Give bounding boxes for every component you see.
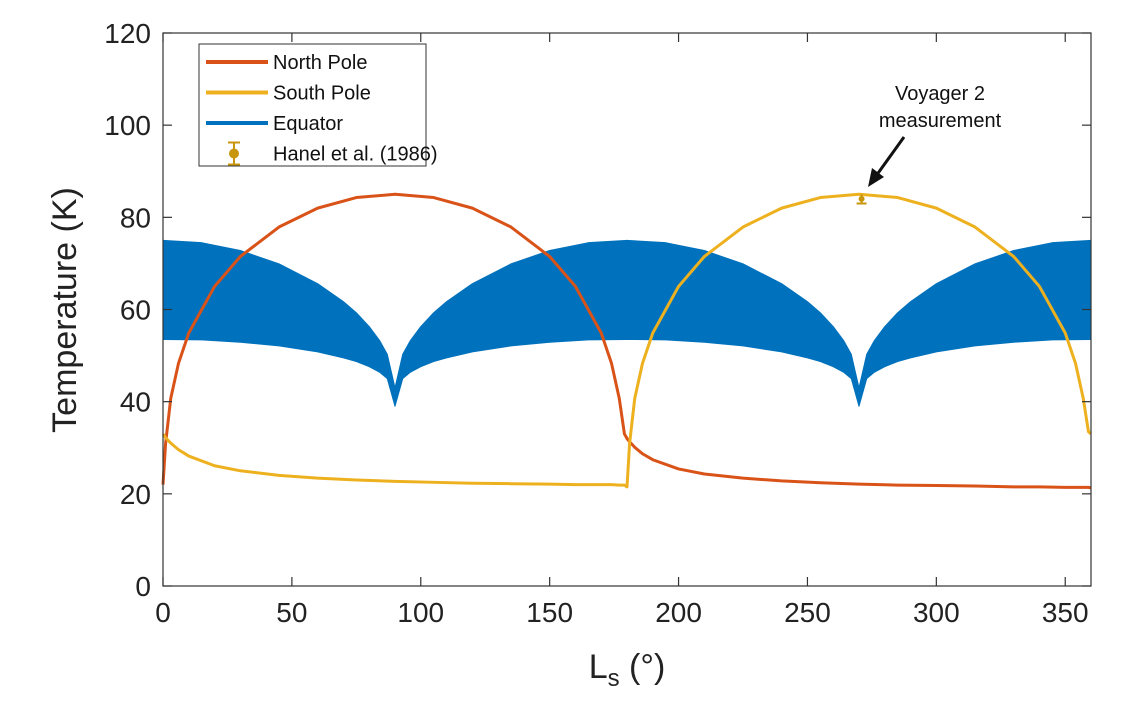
x-tick-label: 300 — [913, 597, 960, 628]
y-tick-label: 0 — [135, 571, 151, 602]
annotation-line1: Voyager 2 — [895, 83, 985, 105]
y-tick-label: 120 — [104, 18, 151, 49]
y-tick-label: 60 — [120, 295, 151, 326]
legend-box — [198, 43, 427, 167]
x-tick-label: 150 — [526, 597, 573, 628]
y-axis-label: Temperature (K) — [46, 187, 84, 433]
x-tick-label: 50 — [276, 597, 307, 628]
x-tick-label: 0 — [155, 597, 171, 628]
y-tick-label: 80 — [120, 202, 151, 233]
legend-label-equator: Equator — [273, 113, 343, 135]
series-lines-layer — [161, 192, 1092, 490]
axis-ticks: 0 50 100 150 200 250 300 350 0 20 40 60 80 100 120 — [104, 18, 1091, 628]
y-tick-label: 40 — [120, 387, 151, 418]
legend-label-south: South Pole — [273, 83, 371, 105]
equator-band — [162, 239, 1092, 407]
x-tick-label: 200 — [655, 597, 702, 628]
y-tick-label: 20 — [120, 479, 151, 510]
equator-band-layer — [162, 239, 1092, 407]
arrow-head-icon — [868, 168, 884, 187]
annotation-arrow — [874, 136, 906, 177]
x-tick-label: 350 — [1042, 597, 1089, 628]
legend-marker-icon — [229, 148, 239, 159]
data-points-layer — [856, 194, 867, 205]
legend-label-north: North Pole — [273, 52, 368, 74]
x-tick-label: 100 — [397, 597, 444, 628]
x-tick-label: 250 — [784, 597, 831, 628]
legend: North Pole South Pole Equator Hanel et al. … — [198, 43, 438, 167]
y-tick-label: 100 — [104, 110, 151, 141]
north-pole-line — [161, 192, 1092, 490]
legend-label-hanel: Hanel et al. (1986) — [273, 144, 438, 166]
annotation-line2: measurement — [879, 110, 1002, 132]
x-axis-label: Ls (°) — [589, 648, 666, 692]
south-pole-line — [161, 192, 1092, 489]
annotation-voyager: Voyager 2 measurement — [868, 83, 1002, 187]
hanel-data-point — [858, 195, 865, 202]
